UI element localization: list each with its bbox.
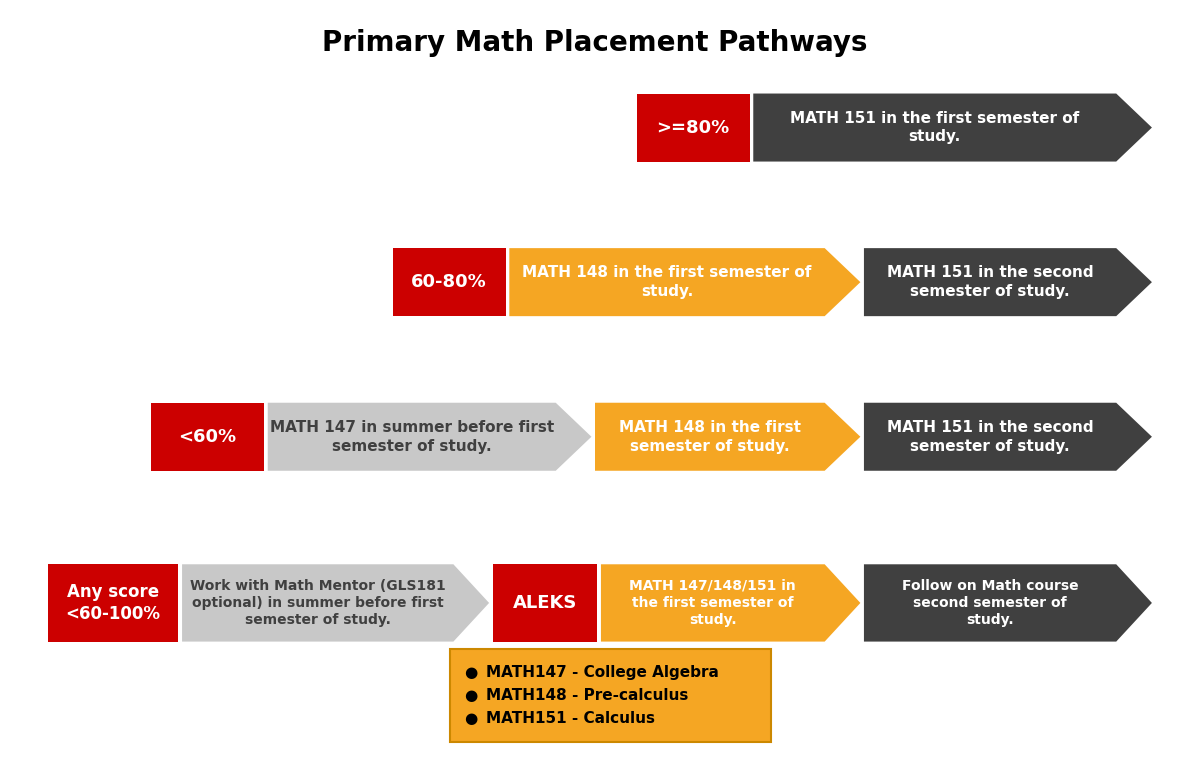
- Text: MATH147 - College Algebra: MATH147 - College Algebra: [486, 665, 719, 680]
- Polygon shape: [864, 248, 1152, 316]
- Bar: [48, 564, 178, 642]
- Bar: [637, 94, 750, 162]
- Text: MATH 151 in the second
semester of study.: MATH 151 in the second semester of study…: [887, 420, 1094, 454]
- Polygon shape: [509, 248, 860, 316]
- Polygon shape: [595, 403, 860, 471]
- Text: ●: ●: [464, 665, 478, 680]
- Text: ●: ●: [464, 711, 478, 727]
- Text: MATH 147 in summer before first
semester of study.: MATH 147 in summer before first semester…: [270, 420, 553, 454]
- Text: Work with Math Mentor (GLS181
optional) in summer before first
semester of study: Work with Math Mentor (GLS181 optional) …: [190, 579, 445, 627]
- Text: Primary Math Placement Pathways: Primary Math Placement Pathways: [322, 29, 868, 56]
- Bar: [493, 564, 597, 642]
- Polygon shape: [182, 564, 489, 642]
- Bar: [393, 248, 506, 316]
- Text: Follow on Math course
second semester of
study.: Follow on Math course second semester of…: [902, 579, 1078, 627]
- Text: MATH 151 in the first semester of
study.: MATH 151 in the first semester of study.: [790, 111, 1079, 145]
- Text: ●: ●: [464, 688, 478, 703]
- Polygon shape: [753, 94, 1152, 162]
- Polygon shape: [268, 403, 591, 471]
- Text: MATH 148 in the first semester of
study.: MATH 148 in the first semester of study.: [522, 265, 812, 299]
- Text: Any score
<60-100%: Any score <60-100%: [65, 583, 161, 623]
- Text: MATH 147/148/151 in
the first semester of
study.: MATH 147/148/151 in the first semester o…: [630, 579, 796, 627]
- Text: MATH148 - Pre-calculus: MATH148 - Pre-calculus: [486, 688, 688, 703]
- Polygon shape: [864, 403, 1152, 471]
- Text: MATH151 - Calculus: MATH151 - Calculus: [486, 711, 654, 727]
- Text: ALEKS: ALEKS: [513, 594, 577, 612]
- Text: MATH 148 in the first
semester of study.: MATH 148 in the first semester of study.: [619, 420, 801, 454]
- Text: <60%: <60%: [178, 427, 237, 446]
- Polygon shape: [601, 564, 860, 642]
- Text: 60-80%: 60-80%: [412, 273, 487, 291]
- Text: MATH 151 in the second
semester of study.: MATH 151 in the second semester of study…: [887, 265, 1094, 299]
- Bar: [450, 649, 771, 742]
- Polygon shape: [864, 564, 1152, 642]
- Bar: [151, 403, 264, 471]
- Text: >=80%: >=80%: [657, 118, 729, 137]
